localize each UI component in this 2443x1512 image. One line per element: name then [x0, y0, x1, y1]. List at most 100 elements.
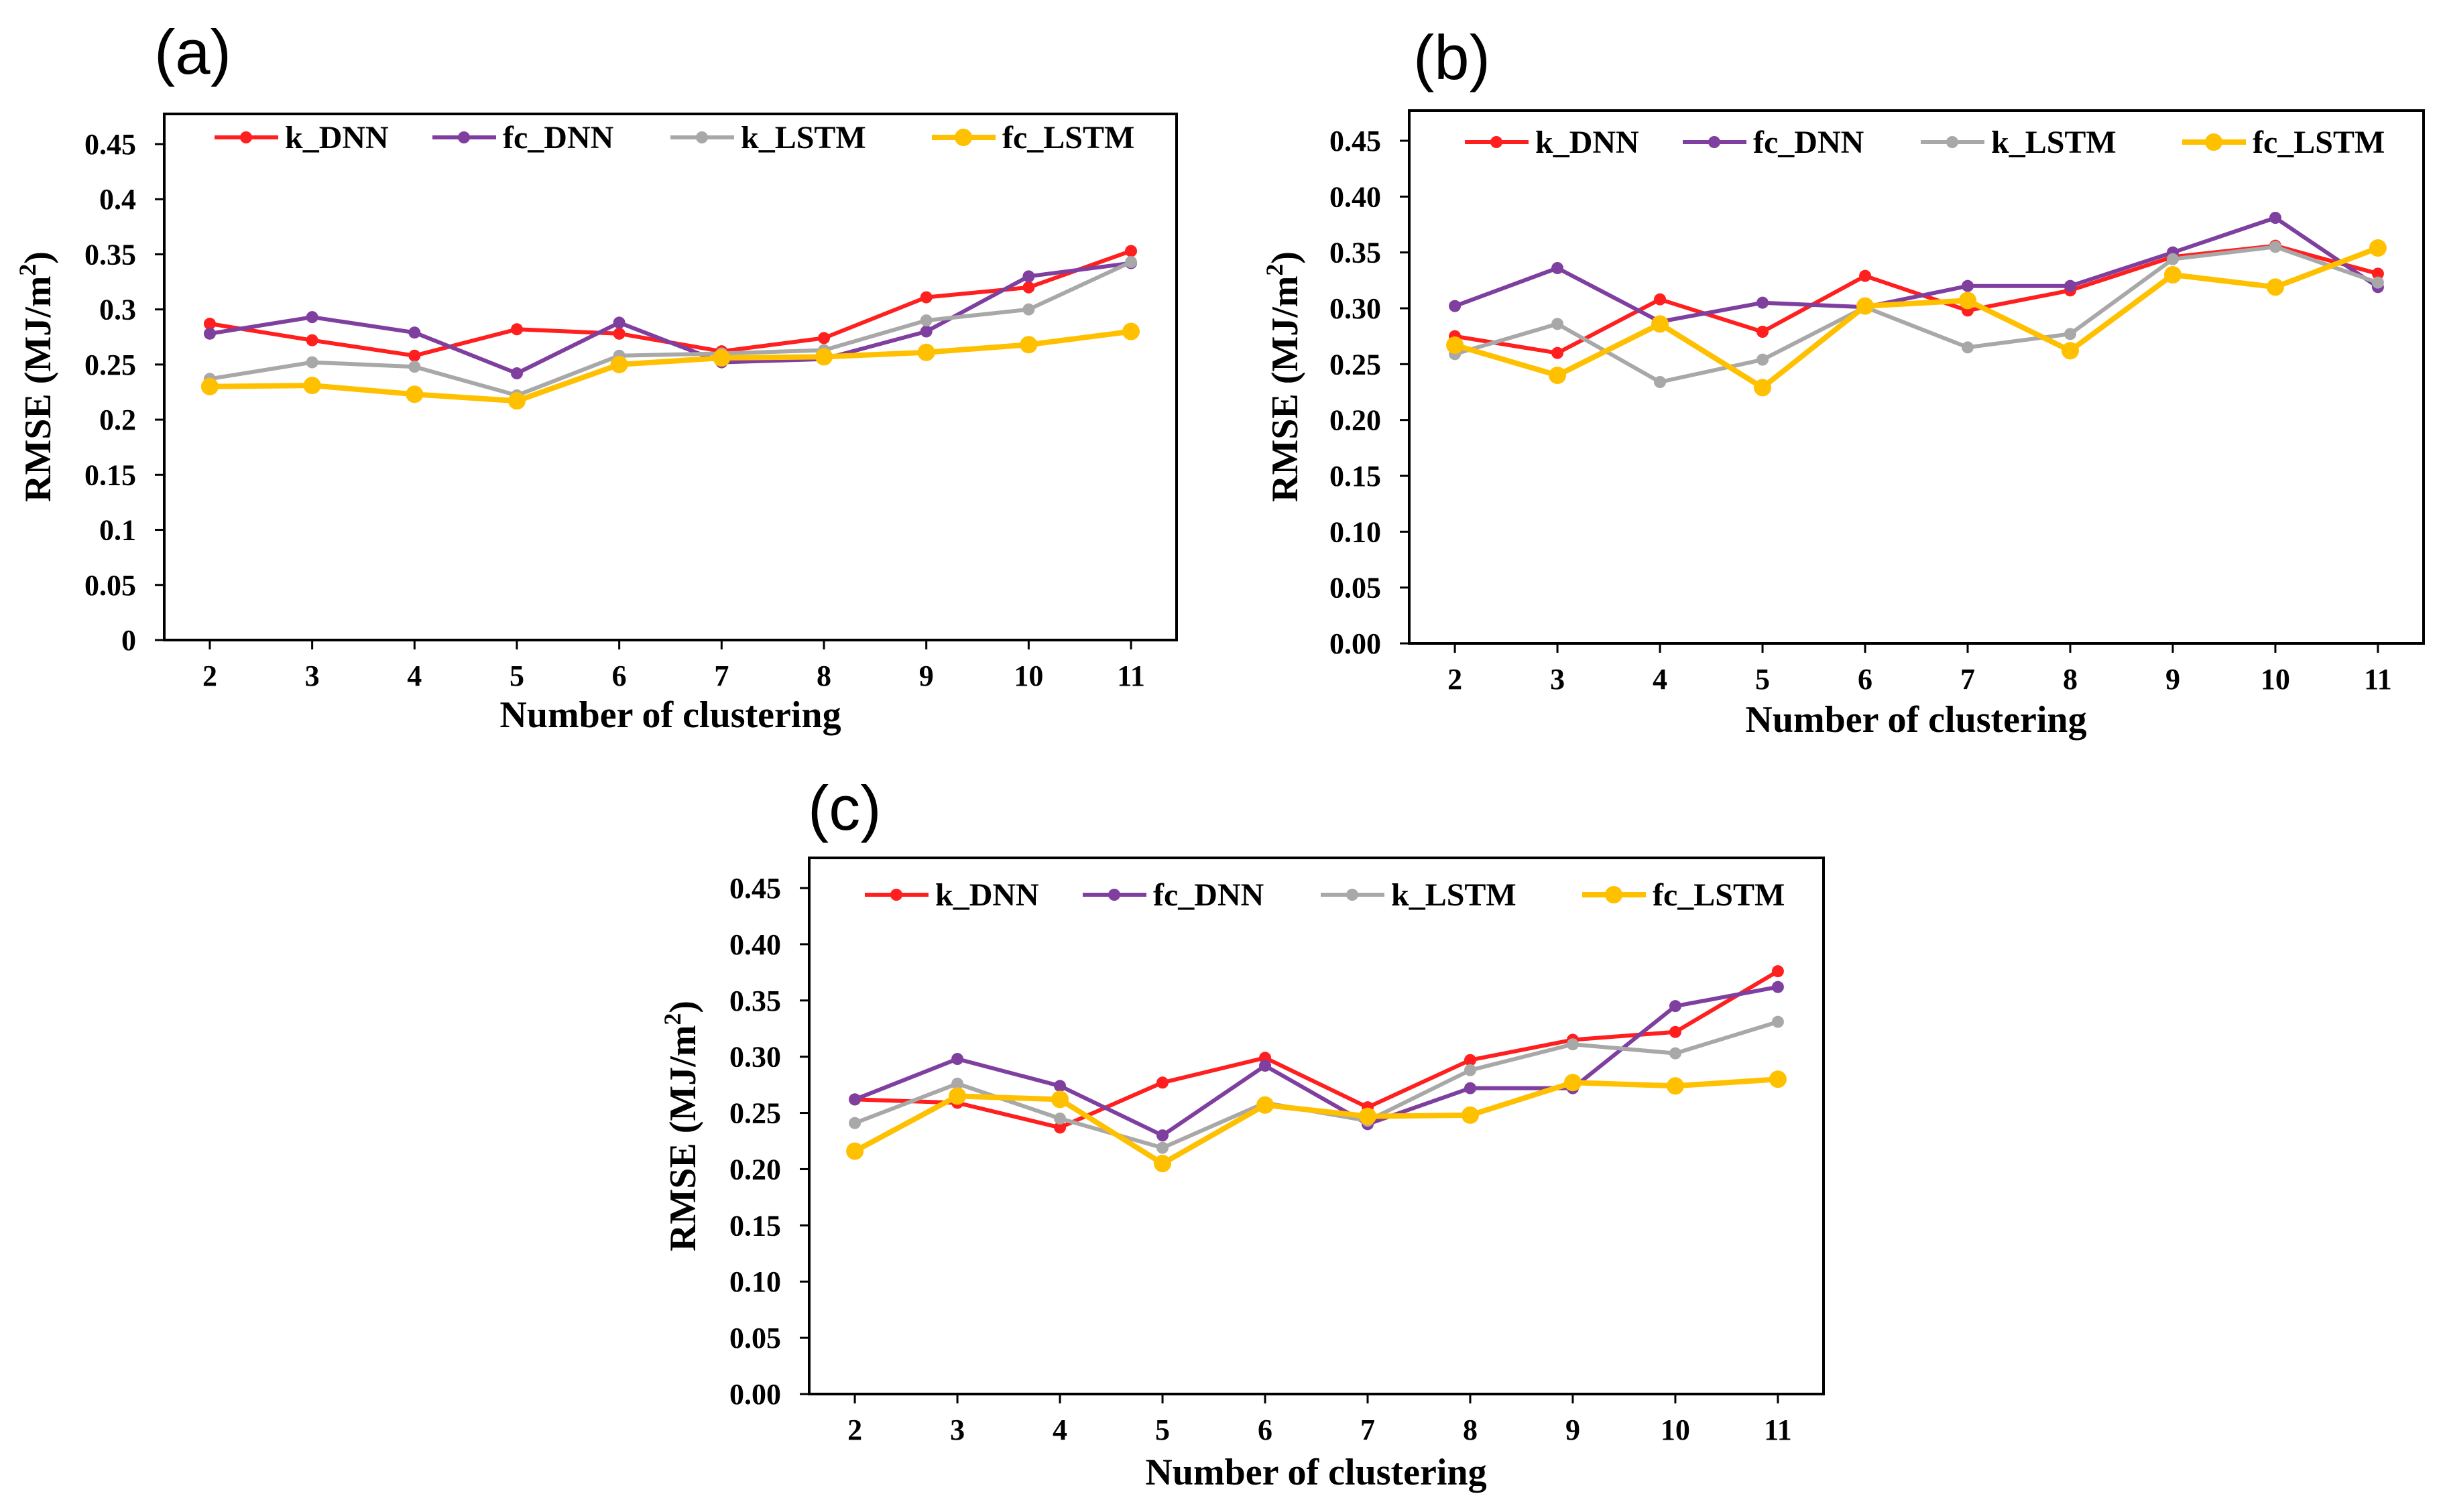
- data-point-k_LSTM: [1022, 303, 1035, 316]
- data-point-fc_LSTM: [1020, 336, 1038, 354]
- y-tick-label: 0.15: [729, 1209, 781, 1242]
- data-point-fc_DNN: [951, 1053, 964, 1066]
- data-point-fc_LSTM: [406, 385, 424, 403]
- data-point-fc_LSTM: [508, 392, 526, 410]
- y-tick-label: 0.3: [99, 294, 136, 326]
- x-tick-label: 7: [714, 659, 729, 692]
- data-point-fc_LSTM: [917, 343, 935, 361]
- x-tick-label: 2: [202, 659, 217, 692]
- x-tick-label: 10: [1014, 659, 1043, 692]
- x-tick-label: 2: [847, 1413, 862, 1446]
- y-axis: 0.00 0.05 0.10 0.15 0.20 0.25 0.30 0.35 0.40 0.45: [1329, 125, 1409, 660]
- y-axis: 0 0.05 0.1 0.15 0.2 0.25 0.3 0.35 0.4 0.45: [84, 128, 164, 657]
- x-tick-label: 7: [1360, 1413, 1375, 1446]
- data-point-fc_LSTM: [949, 1087, 967, 1105]
- y-tick-label: 0.15: [84, 458, 136, 491]
- data-point-k_LSTM: [2269, 241, 2281, 253]
- data-point-fc_LSTM: [1651, 315, 1669, 333]
- data-point-fc_LSTM: [846, 1142, 864, 1160]
- x-tick-label: 7: [1960, 663, 1975, 696]
- x-tick-label: 2: [1447, 663, 1462, 696]
- x-tick-label: 9: [1565, 1413, 1580, 1446]
- data-point-fc_LSTM: [1256, 1096, 1274, 1114]
- legend-label-fc_LSTM: fc_LSTM: [2253, 125, 2385, 160]
- data-point-k_LSTM: [1961, 341, 1974, 354]
- y-tick-label: 0.45: [729, 872, 781, 905]
- chart-panel-b: (b) 0.00 0.05 0.10 0.15 0.20 0.25 0.30 0.35 0.40…: [1261, 22, 2425, 741]
- data-point-k_LSTM: [951, 1077, 964, 1090]
- data-point-fc_DNN: [849, 1093, 861, 1106]
- y-tick-label: 0.15: [1329, 460, 1381, 493]
- x-tick-label: 8: [817, 659, 831, 692]
- legend-marker-k_DNN: [240, 131, 252, 143]
- data-point-k_LSTM: [1125, 255, 1138, 268]
- legend-marker-fc_LSTM: [1605, 886, 1622, 903]
- series-line-fc_DNN: [209, 261, 1132, 375]
- data-point-fc_LSTM: [2061, 342, 2079, 360]
- y-tick-label: 0.25: [729, 1097, 781, 1130]
- chart-panel-c: (c) 0.00 0.05 0.10 0.15 0.20 0.25 0.30 0.35 0.40…: [659, 773, 1825, 1493]
- data-point-k_DNN: [1156, 1076, 1169, 1089]
- data-point-fc_DNN: [510, 367, 523, 380]
- series-line-fc_LSTM: [1453, 245, 2379, 391]
- data-point-fc_LSTM: [2266, 278, 2284, 296]
- data-point-k_LSTM: [306, 356, 318, 369]
- data-point-fc_DNN: [1756, 296, 1769, 309]
- series-line-k_LSTM: [1454, 245, 2379, 384]
- data-point-fc_LSTM: [2369, 239, 2387, 257]
- data-point-k_LSTM: [1464, 1064, 1476, 1076]
- data-point-k_DNN: [1054, 1121, 1067, 1134]
- x-tick-label: 4: [1053, 1413, 1067, 1446]
- data-point-fc_LSTM: [1051, 1090, 1069, 1109]
- legend-marker-fc_LSTM: [2205, 133, 2222, 151]
- data-point-k_LSTM: [920, 314, 933, 327]
- plot-frame: [808, 857, 1825, 1395]
- y-tick-label: 0.4: [99, 183, 136, 216]
- y-tick-label: 0.20: [1329, 404, 1381, 437]
- data-point-k_DNN: [613, 327, 625, 340]
- data-point-k_LSTM: [1566, 1038, 1579, 1051]
- y-tick-label: 0.45: [1329, 125, 1381, 158]
- y-tick-label: 0.20: [729, 1153, 781, 1186]
- legend-marker-k_DNN: [1490, 136, 1502, 148]
- y-tick-label: 0.35: [1329, 237, 1381, 269]
- x-tick-label: 9: [2165, 663, 2180, 696]
- series-line-fc_DNN: [1454, 216, 2379, 324]
- x-tick-label: 3: [950, 1413, 965, 1446]
- data-point-fc_LSTM: [1754, 379, 1772, 397]
- data-point-fc_LSTM: [1358, 1107, 1376, 1125]
- data-point-k_DNN: [1125, 245, 1138, 257]
- data-point-fc_DNN: [2269, 212, 2281, 224]
- data-point-k_DNN: [1771, 965, 1784, 978]
- y-tick-label: 0.30: [729, 1041, 781, 1074]
- legend: k_DNN fc_DNN k_LSTM fc_LSTM: [1465, 125, 2385, 160]
- legend-label-fc_LSTM: fc_LSTM: [1002, 120, 1134, 155]
- x-tick-label: 8: [1463, 1413, 1478, 1446]
- y-tick-label: 0.10: [729, 1265, 781, 1298]
- y-tick-label: 0.40: [1329, 180, 1381, 213]
- x-tick-label: 3: [1550, 663, 1565, 696]
- data-point-k_DNN: [408, 349, 421, 362]
- data-point-k_LSTM: [1756, 353, 1769, 366]
- y-tick-label: 0.05: [729, 1322, 781, 1354]
- x-tick-label: 10: [1661, 1413, 1690, 1446]
- data-point-fc_DNN: [1961, 279, 1974, 292]
- y-axis-title: RMSE (MJ/m2): [659, 1001, 704, 1251]
- y-tick-label: 0.05: [1329, 572, 1381, 605]
- y-tick-label: 0.25: [84, 349, 136, 381]
- panel-label: (b): [1413, 22, 1490, 92]
- data-point-k_LSTM: [2064, 328, 2076, 340]
- x-axis-title: Number of clustering: [1745, 699, 2086, 741]
- data-point-k_DNN: [2371, 267, 2384, 280]
- plot-frame: [1408, 109, 2425, 645]
- data-point-k_DNN: [1464, 1054, 1476, 1066]
- legend-label-fc_LSTM: fc_LSTM: [1653, 877, 1785, 913]
- x-tick-label: 11: [1117, 659, 1145, 692]
- legend-marker-fc_DNN: [458, 131, 470, 143]
- data-point-fc_LSTM: [1958, 292, 1976, 310]
- data-point-fc_DNN: [1022, 270, 1035, 283]
- x-tick-label: 11: [2364, 663, 2392, 696]
- data-point-k_DNN: [1669, 1025, 1681, 1038]
- x-axis: 2 3 4 5 6 7 8 9 10 11: [847, 1394, 1792, 1446]
